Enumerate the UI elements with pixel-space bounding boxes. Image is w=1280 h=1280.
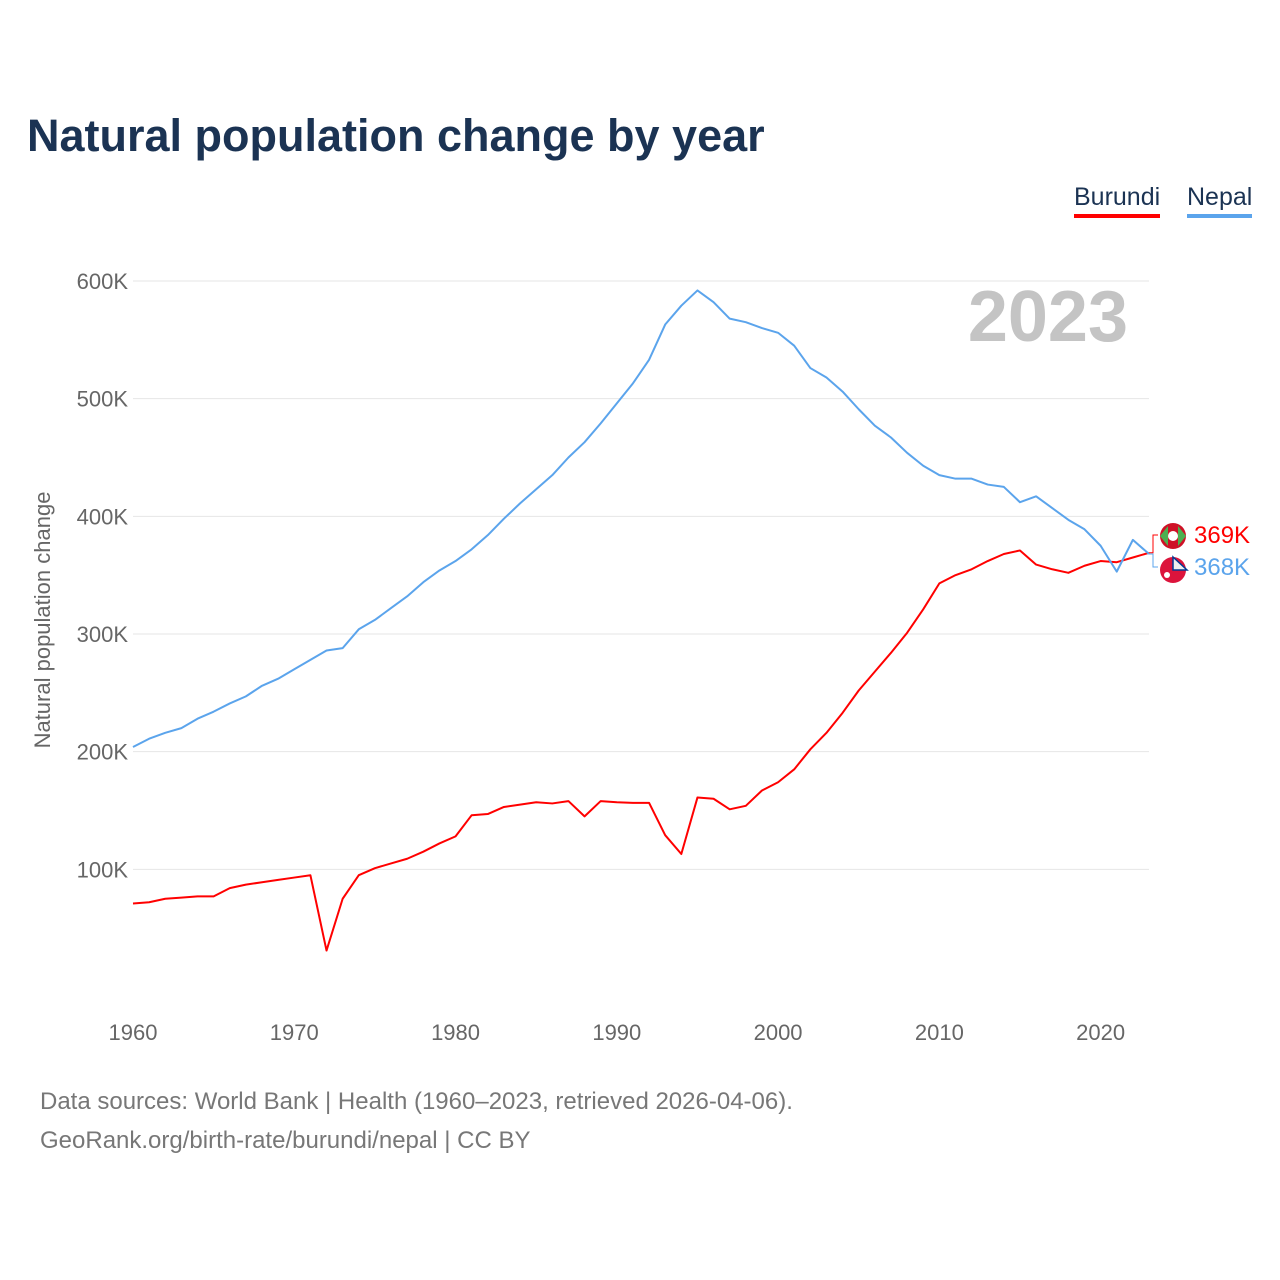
x-tick-label: 1990 xyxy=(592,1020,641,1045)
burundi-flag-green xyxy=(1160,526,1186,546)
x-tick-label: 2020 xyxy=(1076,1020,1125,1045)
end-value-label-burundi: 369K xyxy=(1194,522,1250,549)
y-tick-label: 600K xyxy=(77,269,129,294)
y-tick-label: 400K xyxy=(77,504,129,529)
end-value-label-nepal: 368K xyxy=(1194,554,1250,581)
nepal-flag-sun xyxy=(1164,572,1170,578)
burundi-flag-center xyxy=(1168,531,1178,541)
y-tick-label: 100K xyxy=(77,857,129,882)
x-tick-label: 2010 xyxy=(915,1020,964,1045)
x-tick-label: 2000 xyxy=(754,1020,803,1045)
x-tick-label: 1980 xyxy=(431,1020,480,1045)
x-tick-label: 1960 xyxy=(109,1020,158,1045)
x-tick-label: 1970 xyxy=(270,1020,319,1045)
series-line-nepal xyxy=(132,289,1150,748)
footer-attribution: GeoRank.org/birth-rate/burundi/nepal | C… xyxy=(40,1127,531,1154)
year-watermark: 2023 xyxy=(968,277,1128,357)
footer-sources: Data sources: World Bank | Health (1960–… xyxy=(40,1088,793,1115)
legend-item-nepal[interactable]: Nepal xyxy=(1187,183,1253,218)
end-label-connector xyxy=(1149,534,1158,554)
y-tick-label: 300K xyxy=(77,622,129,647)
legend-item-burundi[interactable]: Burundi xyxy=(1074,183,1161,218)
chart-title: Natural population change by year xyxy=(27,110,765,161)
nepal-flag-pennant xyxy=(1172,555,1189,571)
series-line-burundi xyxy=(132,549,1150,952)
end-label-connector xyxy=(1149,553,1158,568)
y-tick-label: 500K xyxy=(77,387,129,412)
y-tick-label: 200K xyxy=(77,740,129,765)
